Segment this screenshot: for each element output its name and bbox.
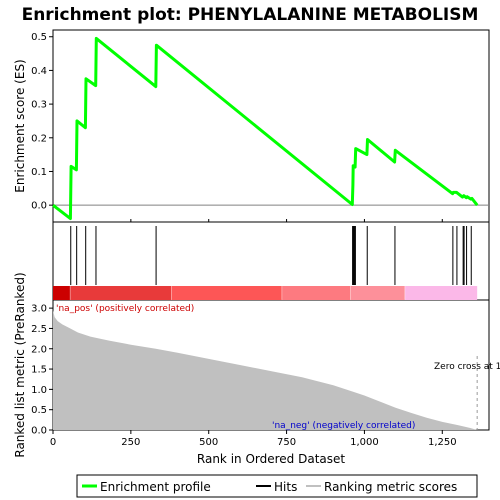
metric-y-tick-label: 1.5	[31, 365, 47, 376]
legend-enrichment-label: Enrichment profile	[100, 480, 211, 494]
x-tick-label: 500	[199, 437, 218, 448]
legend-hits-label: Hits	[274, 480, 297, 494]
metric-y-tick-label: 2.0	[31, 344, 47, 355]
x-tick-label: 1,000	[350, 437, 379, 448]
x-tick-label: 1,250	[428, 437, 457, 448]
legend-box	[76, 474, 478, 498]
es-y-tick-label: 0.0	[31, 201, 47, 212]
es-y-tick-label: 0.1	[31, 167, 47, 178]
axes: 0.0 0.1 0.2 0.3 0.4 0.5 0.0 0.5 1.0 1.5 2.0 2.5 3.0 0…	[31, 32, 457, 448]
enrichment-plot-area	[52, 36, 489, 221]
x-axis-label: Rank in Ordered Dataset	[197, 452, 345, 466]
x-tick-label: 0	[50, 437, 56, 448]
rank-bar-segment	[70, 286, 172, 300]
positive-correlation-label: 'na_pos' (positively correlated)	[56, 304, 194, 314]
rank-bar-segment	[350, 286, 405, 300]
es-y-tick-label: 0.5	[31, 32, 47, 43]
es-y-tick-label: 0.4	[31, 66, 47, 77]
x-tick-label: 750	[277, 437, 296, 448]
metric-axis-label: Ranked list metric (PreRanked)	[13, 272, 27, 457]
metric-y-tick-label: 0.0	[31, 426, 47, 437]
rank-bar-segment	[53, 286, 71, 300]
enrichment-panel-frame	[52, 29, 490, 223]
es-y-tick-label: 0.2	[31, 133, 47, 144]
rank-bar-segment	[404, 286, 478, 300]
metric-y-tick-label: 3.0	[31, 304, 47, 315]
negative-correlation-label: 'na_neg' (negatively correlated)	[272, 421, 415, 431]
hits-area	[70, 226, 472, 285]
rank-bar-segment	[281, 286, 351, 300]
legend-ranking-label: Ranking metric scores	[324, 480, 457, 494]
enrichment-profile-line	[52, 36, 479, 221]
x-tick-label: 250	[121, 437, 140, 448]
es-axis-label: Enrichment score (ES)	[13, 59, 27, 192]
rank-bar-segment	[171, 286, 282, 300]
zero-cross-label: Zero cross at 1362	[434, 362, 500, 372]
metric-plot-area	[53, 310, 478, 430]
metric-y-tick-label: 1.0	[31, 385, 47, 396]
metric-y-tick-label: 0.5	[31, 405, 47, 416]
ranking-metric-area	[53, 310, 478, 430]
legend: Enrichment profile Hits Ranking metric s…	[76, 474, 478, 498]
es-y-tick-label: 0.3	[31, 100, 47, 111]
metric-y-tick-label: 2.5	[31, 324, 47, 335]
chart-title: Enrichment plot: PHENYLALANINE METABOLIS…	[22, 5, 479, 25]
rank-color-bar	[53, 286, 478, 300]
